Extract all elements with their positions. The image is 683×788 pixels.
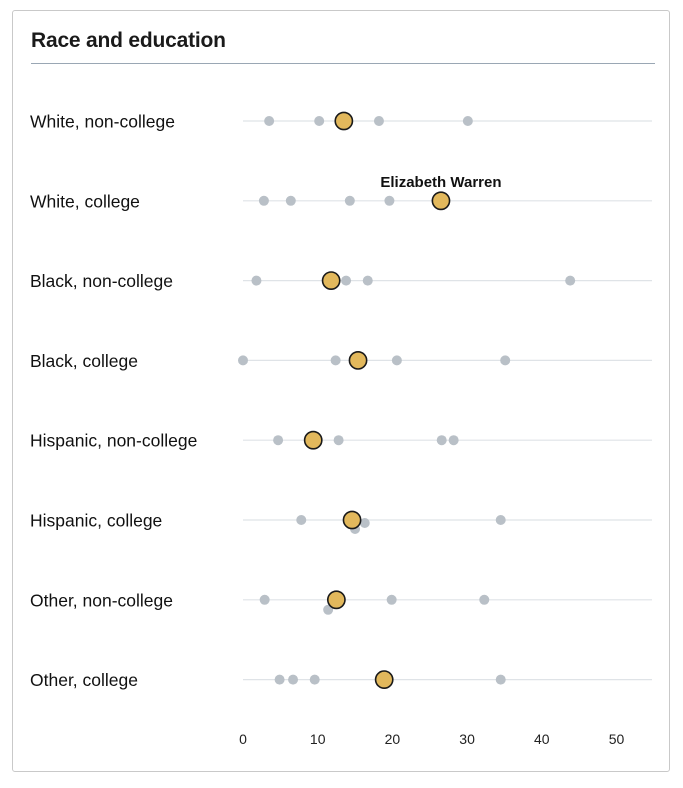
highlight-dot: [334, 111, 354, 131]
other-dot: [285, 195, 296, 206]
other-dot: [288, 674, 299, 685]
x-tick-label: 10: [310, 731, 326, 747]
other-dot: [479, 594, 490, 605]
row-label: Hispanic, college: [30, 511, 162, 531]
highlight-dot: [303, 430, 323, 450]
row-label: Hispanic, non-college: [30, 431, 197, 451]
x-tick-label: 0: [239, 731, 247, 747]
other-dot: [273, 435, 284, 446]
highlight-dots: [303, 111, 451, 690]
other-dot: [264, 116, 275, 126]
other-dot: [341, 275, 352, 286]
other-dot: [462, 116, 473, 126]
row-label: Black, non-college: [30, 271, 173, 291]
row-label: Other, college: [30, 670, 138, 690]
row-label: White, college: [30, 191, 140, 211]
other-dot: [391, 355, 402, 366]
other-dot: [386, 594, 397, 605]
x-tick-label: 20: [385, 731, 401, 747]
other-dot: [373, 116, 384, 126]
x-axis: 0 10 20 30 40 50: [239, 731, 624, 747]
other-dot: [274, 674, 285, 685]
row-label: White, non-college: [30, 112, 175, 132]
annotation-label: Elizabeth Warren: [380, 174, 501, 191]
other-dot: [323, 604, 334, 615]
other-dot: [436, 435, 447, 446]
other-dot: [296, 515, 307, 525]
other-dot: [565, 275, 576, 286]
other-dot: [309, 674, 320, 685]
other-dot: [330, 355, 341, 366]
highlight-dot: [431, 191, 451, 211]
chart-title: Race and education: [31, 29, 226, 52]
x-tick-label: 30: [459, 731, 475, 747]
title-divider: [31, 63, 655, 64]
highlight-dot: [326, 590, 346, 610]
other-dot: [333, 435, 344, 446]
chart-panel: Race and education: [12, 10, 670, 772]
other-dot: [238, 355, 248, 366]
highlight-dot: [342, 510, 362, 530]
other-dot: [359, 518, 370, 528]
row-labels: White, non-college White, college Black, n…: [30, 112, 197, 691]
other-dot: [495, 515, 506, 525]
x-tick-label: 50: [609, 731, 625, 747]
row-label: Other, non-college: [30, 590, 173, 610]
other-dot: [448, 435, 459, 446]
x-tick-label: 40: [534, 731, 550, 747]
other-dot: [344, 195, 355, 206]
other-dot: [258, 195, 269, 206]
row-label: Black, college: [30, 351, 138, 371]
other-dot: [495, 674, 506, 685]
other-dot: [384, 195, 395, 206]
other-dot: [314, 116, 325, 126]
other-dot: [500, 355, 511, 366]
other-dot: [259, 594, 270, 605]
other-dot: [362, 275, 373, 286]
highlight-dot: [374, 670, 394, 690]
highlight-dot: [348, 350, 368, 370]
other-dot: [251, 275, 262, 286]
other-candidate-dots: [238, 116, 576, 685]
highlight-dot: [321, 271, 341, 291]
